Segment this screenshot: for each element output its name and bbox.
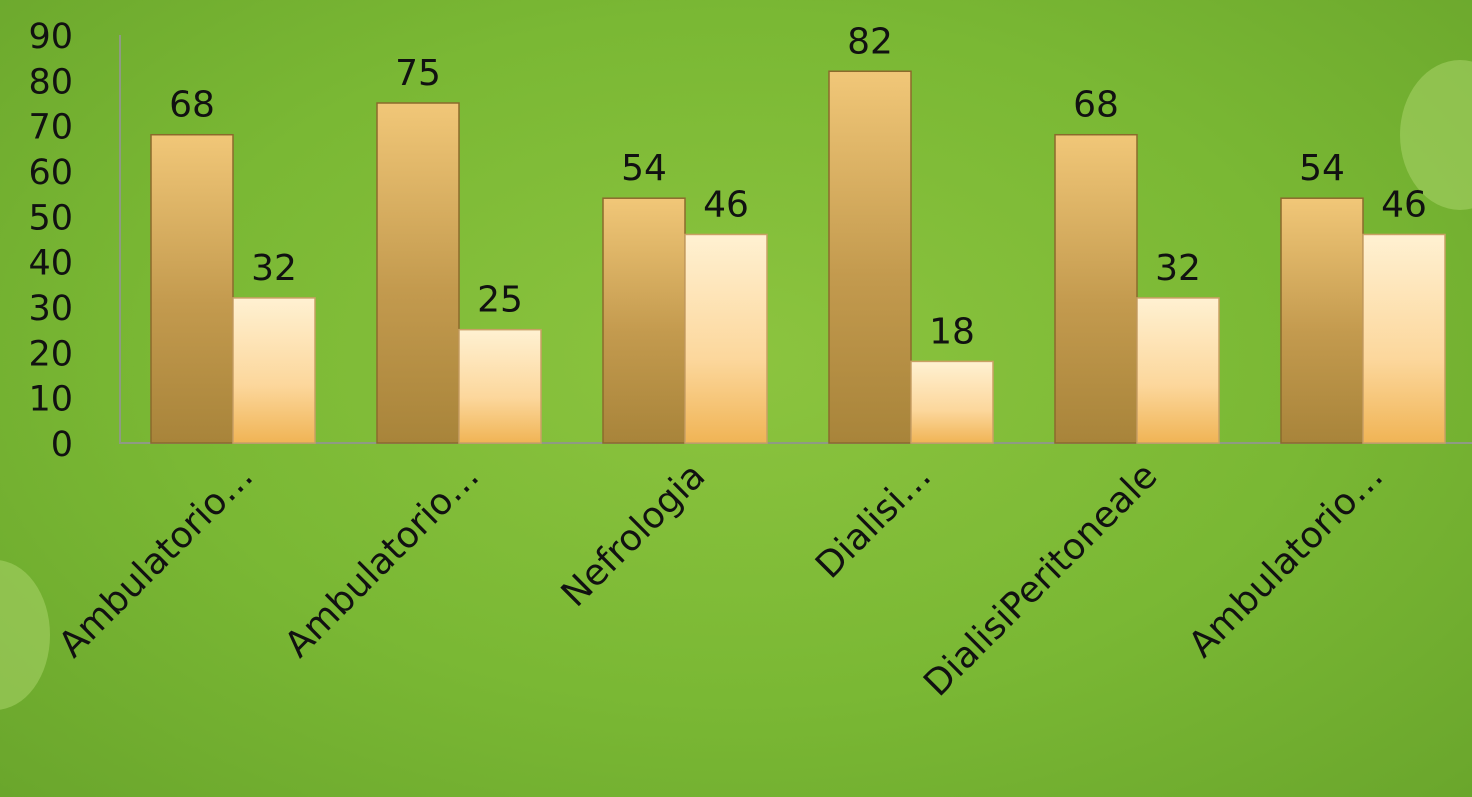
bar bbox=[1136, 297, 1220, 444]
x-tick-label: Ambulatorio… bbox=[1181, 455, 1391, 665]
data-label: 46 bbox=[1381, 184, 1427, 225]
bar bbox=[232, 297, 316, 444]
data-label: 75 bbox=[395, 53, 441, 94]
data-label: 54 bbox=[621, 148, 667, 189]
bar bbox=[1362, 233, 1446, 444]
data-label: 32 bbox=[1155, 248, 1201, 289]
bar bbox=[602, 197, 686, 444]
y-tick-label: 50 bbox=[28, 198, 73, 238]
bar bbox=[828, 70, 912, 444]
data-label: 68 bbox=[169, 85, 215, 126]
x-tick-label: Ambulatorio… bbox=[277, 455, 487, 665]
y-tick-label: 20 bbox=[28, 334, 73, 374]
data-label: 82 bbox=[847, 21, 893, 62]
bar bbox=[458, 328, 542, 444]
y-tick-label: 10 bbox=[28, 380, 73, 420]
y-tick-label: 80 bbox=[28, 62, 73, 102]
y-tick-label: 30 bbox=[28, 289, 73, 329]
y-tick-label: 70 bbox=[28, 108, 73, 148]
bar bbox=[910, 360, 994, 444]
bar bbox=[1280, 197, 1364, 444]
data-label: 25 bbox=[477, 280, 523, 321]
data-label: 46 bbox=[703, 184, 749, 225]
y-tick-label: 90 bbox=[28, 17, 73, 57]
y-tick-label: 0 bbox=[51, 425, 73, 465]
data-label: 32 bbox=[251, 248, 297, 289]
x-tick-label: DialisiPeritoneale bbox=[916, 455, 1165, 704]
bar bbox=[684, 233, 768, 444]
y-tick-label: 60 bbox=[28, 153, 73, 193]
x-tick-label: Dialisi… bbox=[808, 455, 939, 586]
bar bbox=[376, 102, 460, 444]
bar bbox=[1054, 133, 1138, 444]
y-tick-label: 40 bbox=[28, 244, 73, 284]
x-tick-label: Nefrologia bbox=[554, 455, 714, 615]
data-label: 68 bbox=[1073, 85, 1119, 126]
data-label: 54 bbox=[1299, 148, 1345, 189]
x-tick-label: Ambulatorio… bbox=[51, 455, 261, 665]
data-label: 18 bbox=[929, 311, 975, 352]
bar bbox=[150, 133, 234, 444]
